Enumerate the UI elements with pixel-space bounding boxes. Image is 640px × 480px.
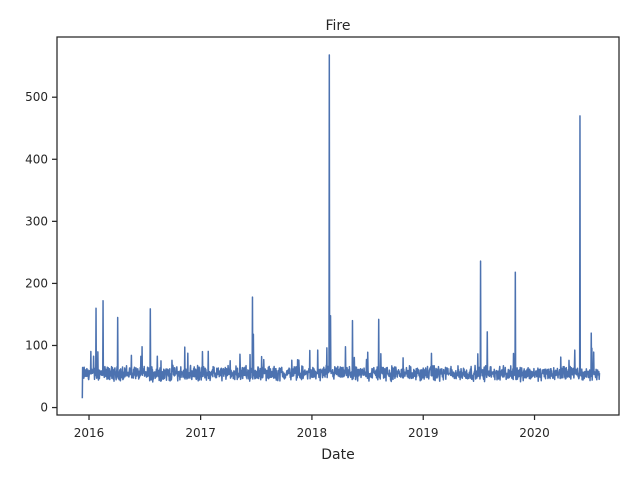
series-line (81, 54, 601, 399)
plot-frame (56, 36, 620, 416)
chart-title: Fire (326, 18, 351, 34)
y-tick-label: 400 (25, 152, 48, 166)
series-layer (81, 54, 601, 399)
x-tick-label: 2018 (297, 426, 328, 440)
x-tick-label: 2017 (185, 426, 216, 440)
y-tick-label: 100 (25, 338, 48, 352)
y-tick-label: 300 (25, 214, 48, 228)
x-tick-label: 2016 (74, 426, 105, 440)
y-tick-label: 200 (25, 276, 48, 290)
x-axis-ticks: 2016 2017 2018 2019 2020 (74, 415, 550, 440)
x-tick-label: 2020 (519, 426, 550, 440)
y-tick-label: 0 (40, 401, 48, 415)
y-tick-label: 500 (25, 90, 48, 104)
x-tick-label: 2019 (408, 426, 439, 440)
x-axis-label: Date (321, 447, 354, 463)
y-axis-ticks: 0 100 200 300 400 500 (25, 90, 57, 415)
